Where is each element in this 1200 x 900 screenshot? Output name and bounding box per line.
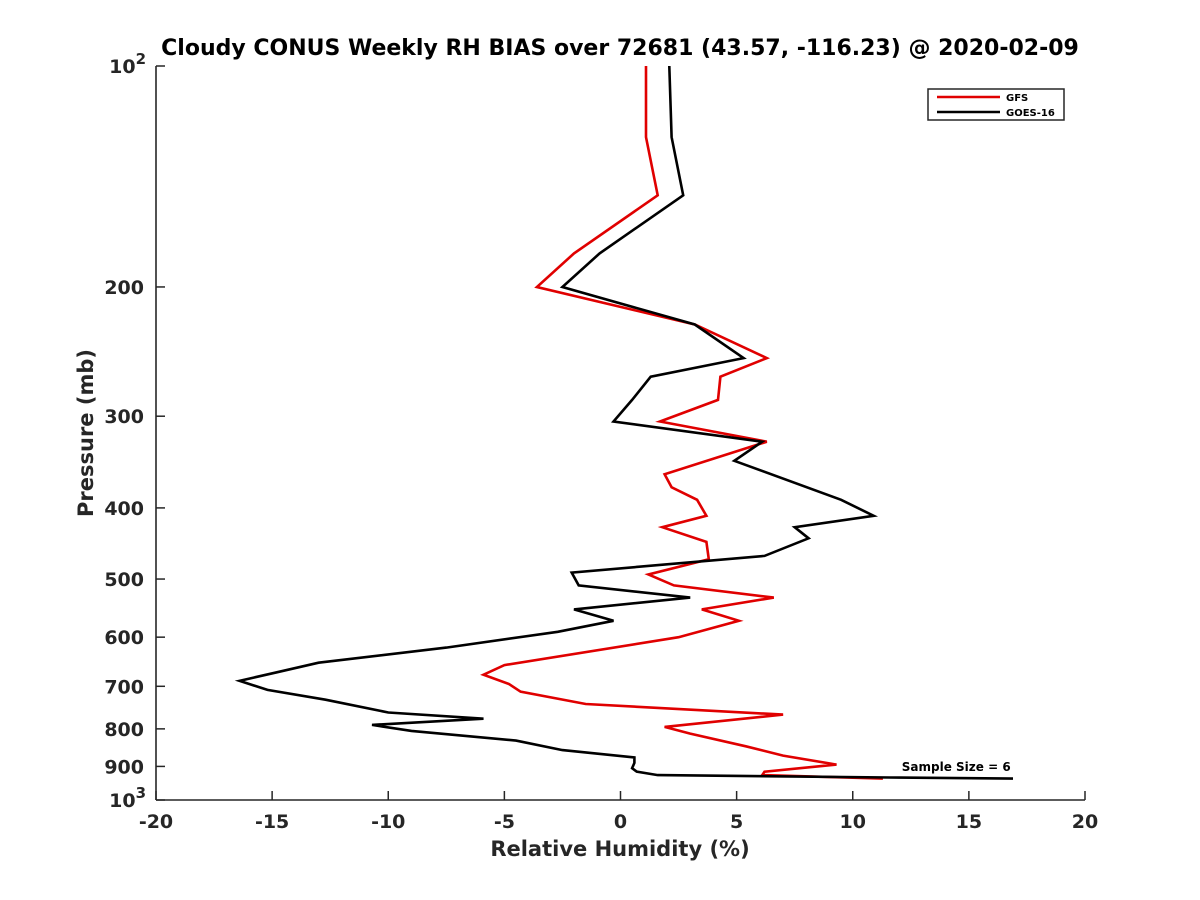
x-tick-label: 5: [730, 811, 743, 833]
y-tick-label: 800: [104, 719, 144, 741]
y-tick-label: 700: [104, 676, 144, 698]
y-tick-label: 103: [109, 784, 146, 812]
y-tick-label: 900: [104, 756, 144, 778]
x-tick-label: 20: [1072, 811, 1098, 833]
y-tick-label: 500: [104, 569, 144, 591]
series-layer: [234, 65, 1014, 780]
x-tick-label: -15: [255, 811, 289, 833]
y-tick-exponent: 3: [136, 784, 146, 802]
y-tick-exponent: 2: [136, 50, 146, 68]
series-line-gfs: [480, 66, 883, 780]
y-tick-label: 300: [104, 406, 144, 428]
y-tick-base: 10: [109, 790, 135, 812]
x-axis-label: Relative Humidity (%): [490, 837, 749, 861]
x-tick-label: 0: [614, 811, 627, 833]
y-tick-base: 10: [109, 56, 135, 78]
x-tick-label: 10: [840, 811, 866, 833]
y-tick-label: 400: [104, 498, 144, 520]
chart-title: Cloudy CONUS Weekly RH BIAS over 72681 (…: [161, 36, 1079, 61]
y-tick-label: 600: [104, 627, 144, 649]
plot-area: [156, 66, 1085, 800]
legend-label: GFS: [1006, 93, 1028, 104]
x-tick-label: -10: [371, 811, 405, 833]
x-tick-label: -5: [494, 811, 515, 833]
y-tick-label: 102: [109, 50, 146, 78]
x-tick-label: 15: [956, 811, 982, 833]
series-line-goes-16: [234, 65, 1014, 780]
sample-size-annotation: Sample Size = 6: [902, 760, 1011, 774]
legend-entries: GFS GOES-16: [937, 93, 1055, 119]
legend-label: GOES-16: [1006, 108, 1055, 119]
y-tick-label: 200: [104, 277, 144, 299]
x-ticks: -20 -15 -10 -5 0 5 10 15 20: [139, 791, 1098, 833]
legend-box: [927, 88, 1065, 121]
y-axis-label: Pressure (mb): [74, 349, 98, 517]
annotations: Sample Size = 6: [902, 760, 1011, 774]
x-tick-label: -20: [139, 811, 173, 833]
legend: GFS GOES-16: [927, 88, 1065, 121]
